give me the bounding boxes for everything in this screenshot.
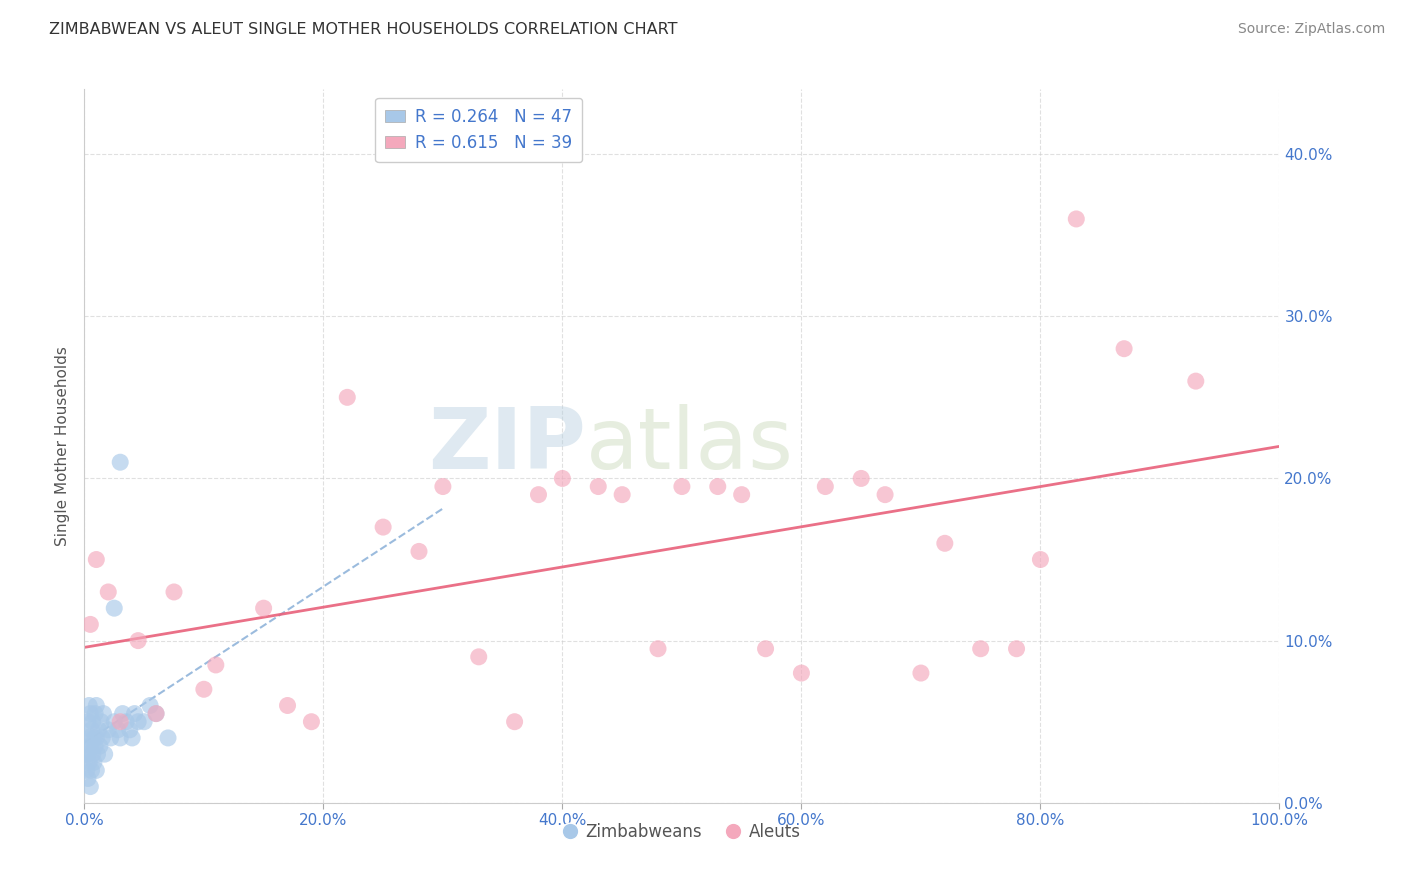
Point xyxy=(205,657,228,672)
Point xyxy=(121,731,143,745)
Point xyxy=(157,731,180,745)
Point xyxy=(82,747,104,761)
Point xyxy=(86,731,108,745)
Point xyxy=(86,698,108,713)
Point xyxy=(970,641,993,656)
Point xyxy=(77,714,100,729)
Point xyxy=(468,649,491,664)
Point xyxy=(82,714,104,729)
Point xyxy=(86,747,108,761)
Point xyxy=(277,698,299,713)
Point xyxy=(253,601,276,615)
Point xyxy=(875,488,897,502)
Point xyxy=(77,747,100,761)
Point xyxy=(910,666,932,681)
Point xyxy=(139,698,162,713)
Point xyxy=(1029,552,1052,566)
Point xyxy=(193,682,215,697)
Point xyxy=(145,706,167,721)
Point xyxy=(163,585,186,599)
Point xyxy=(503,714,526,729)
Point xyxy=(755,641,778,656)
Point xyxy=(145,706,167,721)
Point xyxy=(89,739,111,753)
Point xyxy=(80,723,103,737)
Point xyxy=(301,714,323,729)
Point xyxy=(110,714,132,729)
Point xyxy=(77,731,100,745)
Point xyxy=(103,601,125,615)
Point xyxy=(1114,342,1136,356)
Point xyxy=(83,756,105,770)
Point xyxy=(79,706,101,721)
Point xyxy=(76,731,98,745)
Point xyxy=(100,731,122,745)
Point xyxy=(90,714,112,729)
Point xyxy=(86,764,108,778)
Point xyxy=(91,731,114,745)
Point xyxy=(731,488,754,502)
Text: ZIMBABWEAN VS ALEUT SINGLE MOTHER HOUSEHOLDS CORRELATION CHART: ZIMBABWEAN VS ALEUT SINGLE MOTHER HOUSEH… xyxy=(49,22,678,37)
Point xyxy=(432,479,454,493)
Y-axis label: Single Mother Households: Single Mother Households xyxy=(55,346,70,546)
Point xyxy=(127,633,149,648)
Text: atlas: atlas xyxy=(586,404,794,488)
Point xyxy=(97,585,120,599)
Point xyxy=(790,666,813,681)
Point xyxy=(80,764,103,778)
Point xyxy=(77,772,100,786)
Point xyxy=(110,731,132,745)
Point xyxy=(647,641,669,656)
Point xyxy=(93,706,115,721)
Point xyxy=(124,706,146,721)
Point xyxy=(551,471,574,485)
Point xyxy=(127,714,149,729)
Point xyxy=(851,471,873,485)
Point xyxy=(76,764,98,778)
Point xyxy=(1066,211,1088,226)
Point xyxy=(1185,374,1208,388)
Point xyxy=(612,488,634,502)
Point xyxy=(107,723,129,737)
Point xyxy=(408,544,430,558)
Point xyxy=(84,739,107,753)
Point xyxy=(79,780,101,794)
Point xyxy=(83,731,105,745)
Point xyxy=(588,479,610,493)
Point xyxy=(79,617,101,632)
Point xyxy=(110,455,132,469)
Point xyxy=(93,747,115,761)
Point xyxy=(118,723,141,737)
Point xyxy=(527,488,550,502)
Point xyxy=(814,479,837,493)
Point xyxy=(373,520,395,534)
Text: ZIP: ZIP xyxy=(429,404,586,488)
Point xyxy=(671,479,693,493)
Point xyxy=(115,714,138,729)
Point xyxy=(111,706,134,721)
Point xyxy=(87,723,110,737)
Point xyxy=(75,747,97,761)
Point xyxy=(1005,641,1028,656)
Point xyxy=(86,552,108,566)
Text: Source: ZipAtlas.com: Source: ZipAtlas.com xyxy=(1237,22,1385,37)
Point xyxy=(77,698,100,713)
Point xyxy=(79,739,101,753)
Point xyxy=(934,536,956,550)
Point xyxy=(707,479,730,493)
Point xyxy=(84,706,107,721)
Point xyxy=(97,723,120,737)
Point xyxy=(132,714,156,729)
Point xyxy=(336,390,359,404)
Point xyxy=(77,756,100,770)
Legend: Zimbabweans, Aleuts: Zimbabweans, Aleuts xyxy=(557,817,807,848)
Point xyxy=(103,714,125,729)
